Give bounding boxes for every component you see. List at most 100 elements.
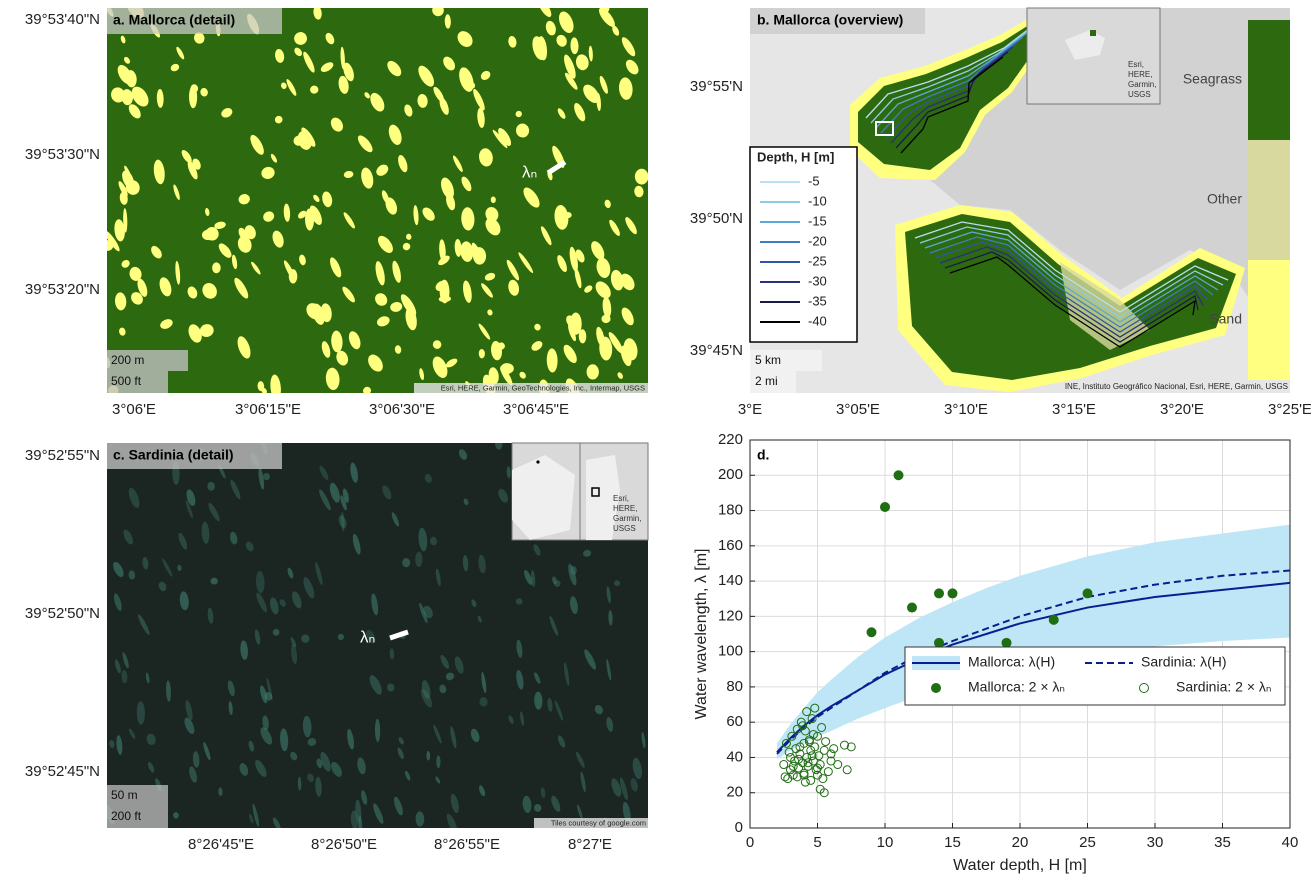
y-tick-label: 120 [718, 607, 743, 624]
colorbar-label: Sand [1209, 311, 1242, 327]
legend-label: -35 [808, 293, 827, 308]
legend-label: -5 [808, 173, 820, 188]
y-tick-label: 39°52'45"N [25, 763, 100, 780]
annotation: λₙ [360, 627, 375, 646]
x-tick-label: 20 [1012, 834, 1029, 851]
x-tick-label: 3°06'45"E [503, 401, 569, 418]
y-tick-label: 180 [718, 502, 743, 519]
x-tick-label: 8°26'55"E [434, 836, 500, 853]
legend-title: Depth, H [m] [757, 149, 834, 164]
y-tick-label: 39°52'50"N [25, 605, 100, 622]
x-tick-label: 3°15'E [1052, 401, 1096, 418]
sand-patch [466, 247, 479, 256]
legend-label: -40 [808, 313, 827, 328]
legend-label: Sardinia: λ(H) [1141, 654, 1227, 670]
depth-legend [750, 147, 857, 342]
scatter-point [1049, 615, 1058, 624]
y-tick-label: 39°55'N [690, 78, 743, 95]
legend-swatch [932, 684, 941, 693]
x-tick-label: 5 [813, 834, 821, 851]
y-tick-label: 200 [718, 466, 743, 483]
panel-title: a. Mallorca (detail) [113, 12, 235, 28]
scale-label: 50 m [111, 788, 138, 802]
scale-label: 200 m [111, 353, 144, 367]
attribution: Tiles courtesy of google.com [551, 818, 646, 827]
y-tick-label: 160 [718, 537, 743, 554]
y-tick-label: 220 [718, 431, 743, 448]
y-tick-label: 39°52'55"N [25, 447, 100, 464]
y-tick-label: 60 [726, 713, 743, 730]
map-a [101, 0, 649, 404]
scatter-point [867, 628, 876, 637]
x-tick-label: 8°27'E [568, 836, 612, 853]
panel-title: c. Sardinia (detail) [113, 447, 234, 463]
sand-patch [212, 262, 221, 273]
x-tick-label: 8°26'50"E [311, 836, 377, 853]
legend-label: -20 [808, 233, 827, 248]
legend-label: -10 [808, 193, 827, 208]
y-tick-label: 20 [726, 784, 743, 801]
scatter-point [908, 603, 917, 612]
legend-label: Mallorca: λ(H) [968, 654, 1055, 670]
legend-label: -25 [808, 253, 827, 268]
x-tick-label: 3°E [738, 401, 762, 418]
x-tick-label: 10 [877, 834, 894, 851]
x-tick-label: 3°06'15"E [235, 401, 301, 418]
inset-attribution-box: Esri, HERE, Garmin, USGS [1128, 60, 1162, 104]
scatter-point [948, 589, 957, 598]
y-tick-label: 140 [718, 572, 743, 589]
x-tick-label: 25 [1079, 834, 1096, 851]
legend-label: Mallorca: 2 × λₙ [968, 679, 1065, 695]
scale-label: 5 km [755, 353, 781, 367]
seagrass-patch [210, 578, 217, 585]
y-tick-label: 39°53'20"N [25, 281, 100, 298]
y-tick-label: 0 [735, 819, 743, 836]
legend: Mallorca: λ(H) Sardinia: λ(H) Mallorca: 2 … [905, 647, 1285, 705]
scatter-point [1002, 638, 1011, 647]
legend-label: Sardinia: 2 × λₙ [1176, 679, 1271, 695]
y-tick-label: 40 [726, 748, 743, 765]
attribution: INE, Instituto Geográfico Nacional, Esri… [1065, 382, 1288, 391]
inset-marker [536, 460, 539, 463]
x-tick-label: 3°06'30"E [369, 401, 435, 418]
inset-attribution: Esri, HERE, Garmin, USGS [613, 494, 648, 534]
y-tick-label: 39°53'40"N [25, 11, 100, 28]
y-tick-label: 39°53'30"N [25, 146, 100, 163]
legend-label: -15 [808, 213, 827, 228]
legend-box [905, 647, 1285, 705]
x-tick-label: 30 [1147, 834, 1164, 851]
scale-label: 200 ft [111, 809, 142, 823]
colorbar-segment [1248, 20, 1290, 140]
seagrass-patch [415, 552, 422, 567]
scale-label: 2 mi [755, 374, 778, 388]
annotation: λₙ [522, 162, 537, 181]
y-axis-label: Water wavelength, λ [m] [693, 548, 710, 719]
legend-label: -30 [808, 273, 827, 288]
inset-attribution-box: Esri, HERE, Garmin, USGS [613, 494, 648, 540]
scatter-point [935, 638, 944, 647]
colorbar-segment [1248, 260, 1290, 380]
y-tick-label: 39°45'N [690, 342, 743, 359]
y-tick-label: 39°50'N [690, 210, 743, 227]
x-axis-label: Water depth, H [m] [953, 857, 1087, 874]
x-tick-label: 40 [1282, 834, 1299, 851]
scatter-point [894, 471, 903, 480]
colorbar-label: Seagrass [1183, 71, 1242, 87]
x-tick-label: 8°26'45"E [188, 836, 254, 853]
page: a. Mallorca (detail) 200 m 500 ft Esri, … [0, 0, 1311, 879]
figure: a. Mallorca (detail) 200 m 500 ft Esri, … [0, 0, 1311, 879]
x-tick-label: 3°10'E [944, 401, 988, 418]
colorbar-segment [1248, 140, 1290, 260]
chart-d: 0204060801001201401601802002200510152025… [693, 431, 1298, 874]
panel-title: b. Mallorca (overview) [757, 12, 903, 28]
y-tick-label: 100 [718, 643, 743, 660]
x-tick-label: 3°25'E [1268, 401, 1311, 418]
x-tick-label: 15 [944, 834, 961, 851]
x-tick-label: 35 [1214, 834, 1231, 851]
x-tick-label: 3°05'E [836, 401, 880, 418]
inset-marker [1090, 30, 1096, 36]
x-tick-label: 3°20'E [1160, 401, 1204, 418]
inset-attribution: Esri, HERE, Garmin, USGS [1128, 60, 1162, 100]
scatter-point [881, 503, 890, 512]
x-tick-label: 0 [746, 834, 754, 851]
